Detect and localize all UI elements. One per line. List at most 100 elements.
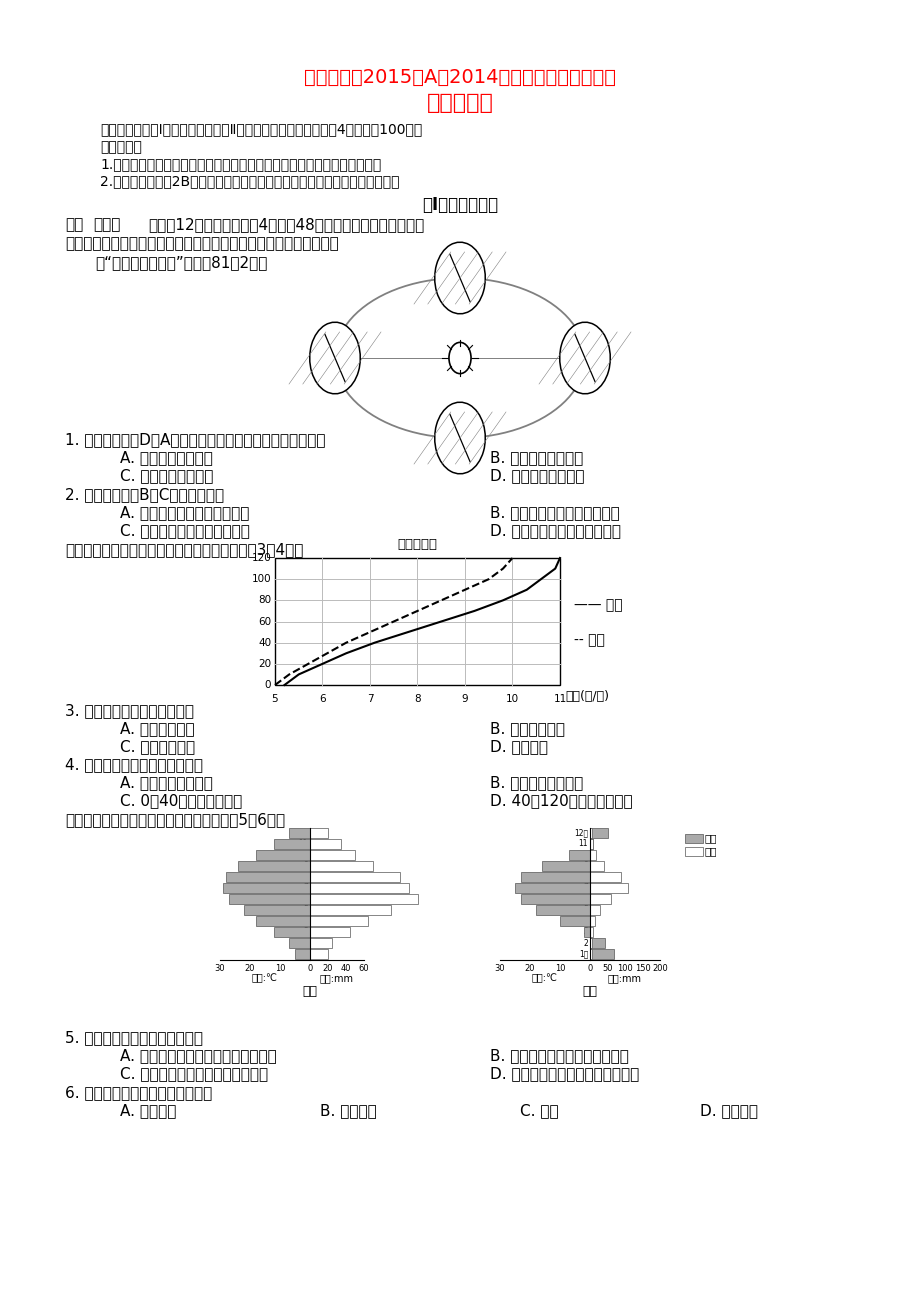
Bar: [244, 905, 310, 915]
Bar: [589, 850, 596, 861]
Text: 20: 20: [323, 963, 333, 973]
Text: 1月: 1月: [299, 949, 308, 958]
Text: B. 陆地高于海上: B. 陆地高于海上: [490, 721, 564, 736]
Text: C. 海上陆上相同: C. 海上陆上相同: [119, 740, 195, 754]
Text: 50: 50: [602, 963, 612, 973]
Bar: [589, 828, 591, 838]
Ellipse shape: [559, 322, 609, 393]
Text: 2.选择题必须使用2B铅笔填涂在答题卡相应位置上，填写在试题卷卷上无效。: 2.选择题必须使用2B铅笔填涂在答题卡相应位置上，填写在试题卷卷上无效。: [100, 174, 399, 187]
Bar: [238, 861, 310, 871]
Text: 本卷全12个小题，每小题4分，全48分。在每小题列出的四个选: 本卷全12个小题，每小题4分，全48分。在每小题列出的四个选: [148, 217, 424, 232]
Text: 40: 40: [258, 638, 271, 647]
Bar: [310, 949, 328, 960]
Text: C. 洋流: C. 洋流: [519, 1103, 558, 1118]
Circle shape: [448, 342, 471, 374]
Text: 9: 9: [583, 862, 587, 871]
Text: 60: 60: [358, 963, 369, 973]
Text: 2. 在地球公转由B向C运动的过程中: 2. 在地球公转由B向C运动的过程中: [65, 487, 224, 503]
Bar: [685, 848, 702, 855]
Bar: [589, 917, 595, 926]
Text: 120: 120: [251, 553, 271, 562]
Bar: [568, 850, 589, 861]
Text: 30: 30: [214, 963, 225, 973]
Text: 20: 20: [524, 963, 535, 973]
Text: D. 温带大陆性气候，温带季风气候: D. 温带大陆性气候，温带季风气候: [490, 1066, 639, 1081]
Text: 10: 10: [275, 963, 285, 973]
Bar: [520, 894, 589, 904]
Text: 6. 形成两地气候差异的主要因素是: 6. 形成两地气候差异的主要因素是: [65, 1085, 212, 1100]
Text: A. 海上高于陆地: A. 海上高于陆地: [119, 721, 195, 736]
Text: 甲地: 甲地: [302, 986, 317, 999]
Text: C: C: [595, 362, 605, 378]
Text: 12月: 12月: [294, 828, 308, 837]
Text: B. 地中海气候，温带大陆性气候: B. 地中海气候，温带大陆性气候: [490, 1048, 629, 1062]
Bar: [310, 872, 400, 881]
Bar: [310, 927, 350, 937]
Bar: [274, 927, 310, 937]
Bar: [255, 850, 310, 861]
Text: D. 无法判定: D. 无法判定: [490, 740, 548, 754]
Bar: [589, 894, 610, 904]
Bar: [589, 905, 600, 915]
Text: 40: 40: [340, 963, 351, 973]
Text: 200: 200: [652, 963, 667, 973]
Text: 第Ⅰ卷（选择题）: 第Ⅰ卷（选择题）: [422, 197, 497, 214]
Text: D. 南半球黑夜变长，并长于昼: D. 南半球黑夜变长，并长于昼: [490, 523, 620, 538]
Text: 20: 20: [244, 963, 255, 973]
Bar: [310, 883, 409, 893]
Bar: [589, 949, 613, 960]
Text: 7: 7: [367, 694, 373, 704]
Text: B: B: [468, 453, 478, 467]
Text: 单位:mm: 单位:mm: [320, 973, 354, 983]
Text: 2: 2: [303, 939, 308, 948]
Text: 100: 100: [252, 574, 271, 585]
Bar: [310, 861, 372, 871]
Text: 7: 7: [303, 884, 308, 892]
Text: 10: 10: [298, 850, 308, 859]
Text: —— 海洋: —— 海洋: [573, 598, 622, 612]
Text: 0: 0: [307, 963, 312, 973]
Text: 80: 80: [258, 595, 271, 605]
Text: 读“地球公转示意图”，完成81～2题。: 读“地球公转示意图”，完成81～2题。: [95, 255, 267, 270]
Text: 3: 3: [583, 927, 587, 936]
Bar: [589, 838, 593, 849]
Bar: [310, 917, 369, 926]
Text: 泸县二中高2015届A部2014年秋期第二次学月考试: 泸县二中高2015届A部2014年秋期第二次学月考试: [303, 68, 616, 87]
Text: A. 北半球白昼变长，但短于夜: A. 北半球白昼变长，但短于夜: [119, 505, 249, 519]
Text: 下图为我国某两地的气候资料图。据此回关5～6题。: 下图为我国某两地的气候资料图。据此回关5～6题。: [65, 812, 285, 827]
Ellipse shape: [435, 242, 484, 314]
Bar: [310, 937, 332, 948]
Bar: [589, 937, 605, 948]
Text: 5: 5: [271, 694, 278, 704]
Text: 6: 6: [319, 694, 325, 704]
Text: 8: 8: [414, 694, 420, 704]
Text: 选择题: 选择题: [93, 217, 120, 232]
Bar: [310, 828, 328, 838]
Text: -- 陆地: -- 陆地: [573, 633, 604, 647]
Text: 单位:mm: 单位:mm: [607, 973, 641, 983]
Text: 8: 8: [303, 872, 308, 881]
Text: C. 0～40米海上增速稍快: C. 0～40米海上增速稍快: [119, 793, 242, 809]
Bar: [229, 894, 310, 904]
Bar: [589, 883, 628, 893]
Bar: [536, 905, 589, 915]
Text: 地理试题卷: 地理试题卷: [426, 92, 493, 113]
Text: D. 望双星，鹊桥相会: D. 望双星，鹊桥相会: [490, 467, 584, 483]
Bar: [255, 917, 310, 926]
Text: A. 陆地增速比海洋快: A. 陆地增速比海洋快: [119, 775, 212, 790]
Text: D: D: [468, 262, 479, 277]
Text: 下图是陆地与海上风速随高度变化图。读图回关3～4题。: 下图是陆地与海上风速随高度变化图。读图回关3～4题。: [65, 542, 303, 557]
Bar: [310, 850, 355, 861]
Bar: [275, 559, 560, 685]
Text: 6: 6: [303, 894, 308, 904]
Text: 11: 11: [578, 840, 587, 849]
Bar: [295, 949, 310, 960]
Bar: [685, 835, 702, 842]
Text: 1月: 1月: [578, 949, 587, 958]
Text: 4: 4: [303, 917, 308, 926]
Text: 4: 4: [583, 917, 587, 926]
Bar: [520, 872, 589, 881]
Text: 9: 9: [461, 694, 468, 704]
Text: C. 放鹎炮，守岁迎春: C. 放鹎炮，守岁迎春: [119, 467, 213, 483]
Text: 4. 随高度增加风速增加的特点是: 4. 随高度增加风速增加的特点是: [65, 756, 203, 772]
